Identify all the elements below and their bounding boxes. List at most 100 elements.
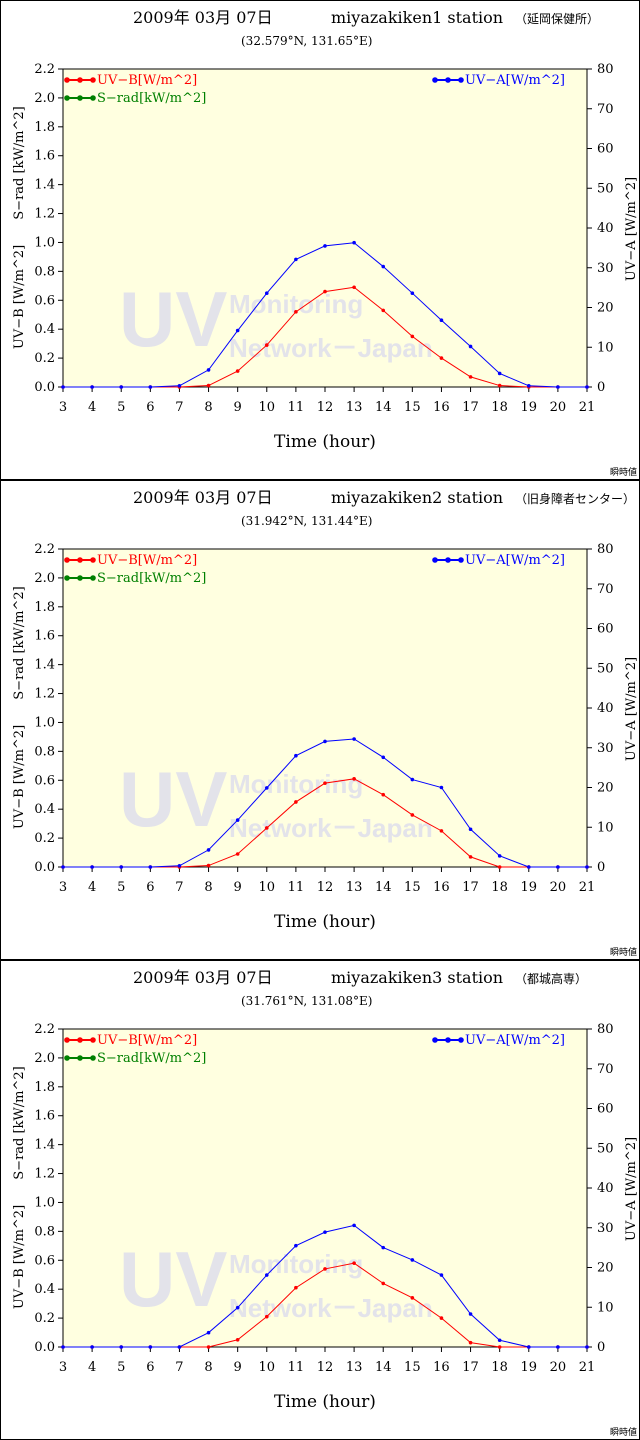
data-point-uvb [235, 1337, 240, 1342]
data-point-uvb [352, 285, 356, 290]
y-right-tick-label: 20 [597, 1261, 614, 1276]
y-left-tick-label: 0.8 [34, 1224, 55, 1239]
data-point-uva [352, 1223, 356, 1228]
data-point-uvb [294, 1285, 298, 1290]
x-axis-label: Time (hour) [274, 1392, 376, 1412]
y-left-tick-label: 1.4 [34, 658, 55, 673]
footer-label: 瞬時値 [610, 1426, 637, 1438]
y-left-tick-label: 0.4 [34, 802, 55, 817]
data-point-uvb [439, 1316, 444, 1320]
legend-label-srad: S−rad[kW/m^2] [97, 571, 206, 586]
footer-label: 瞬時値 [610, 466, 637, 478]
y-left-tick-label: 1.0 [34, 1195, 55, 1210]
y-right-tick-label: 60 [597, 1102, 614, 1117]
data-point-uva [585, 1345, 589, 1349]
y-right-tick-label: 20 [597, 301, 614, 316]
data-point-uva [585, 865, 589, 869]
y-right-tick-label: 80 [597, 542, 614, 557]
x-tick-label: 12 [317, 400, 334, 415]
y-right-tick-label: 20 [597, 781, 614, 796]
legend-label-srad: S−rad[kW/m^2] [97, 91, 206, 106]
x-tick-label: 9 [234, 880, 242, 895]
y-left-tick-label: 1.4 [34, 178, 55, 193]
y-right-tick-label: 30 [597, 741, 614, 756]
chart-svg: 2009年 03月 07日 miyazakiken3 station （都城高専） (… [12, 968, 639, 1438]
y-right-tick-label: 10 [597, 820, 614, 835]
chart-station: miyazakiken1 station [331, 8, 503, 27]
chart-coords: (31.942°N, 131.44°E) [241, 514, 372, 528]
data-point-uvb [410, 334, 415, 339]
x-axis-label: Time (hour) [274, 912, 376, 932]
data-point-uva [381, 1245, 386, 1250]
data-point-uvb [439, 829, 444, 833]
y-right-tick-label: 30 [597, 1221, 614, 1236]
x-tick-label: 11 [288, 1360, 305, 1375]
data-point-uva [294, 753, 298, 758]
data-point-uvb [264, 826, 269, 830]
data-point-uvb [410, 1296, 415, 1300]
legend-label-srad: S−rad[kW/m^2] [97, 1051, 206, 1066]
x-tick-label: 8 [204, 400, 212, 415]
chart-coords: (31.761°N, 131.08°E) [241, 994, 372, 1008]
data-point-uva [119, 1345, 124, 1349]
data-point-uva [264, 1273, 269, 1277]
legend-marker-uva [432, 77, 438, 83]
data-point-uvb [352, 1261, 356, 1265]
x-tick-label: 16 [433, 1360, 450, 1375]
y-left-axis-label-srad: S−rad [kW/m^2] [12, 106, 27, 219]
data-point-uvb [294, 800, 298, 804]
chart-date: 2009年 03月 07日 [133, 488, 273, 507]
data-point-uva [526, 1345, 531, 1349]
legend-label-uva: UV−A[W/m^2] [465, 73, 565, 88]
data-point-uvb [323, 1267, 327, 1271]
chart-date: 2009年 03月 07日 [133, 968, 273, 987]
x-tick-label: 3 [59, 880, 67, 895]
y-right-tick-label: 0 [597, 1340, 605, 1355]
data-point-uvb [468, 1340, 473, 1345]
data-point-uva [497, 854, 502, 858]
legend-marker-uva [445, 77, 451, 83]
data-point-uva [497, 371, 502, 376]
x-tick-label: 16 [433, 880, 450, 895]
data-point-uva [439, 318, 444, 323]
y-left-tick-label: 2.0 [34, 571, 55, 586]
data-point-uva [556, 865, 560, 869]
data-point-uvb [206, 863, 211, 868]
x-tick-label: 8 [204, 1360, 212, 1375]
legend-marker-srad [64, 575, 70, 581]
data-point-uva [323, 739, 327, 744]
legend-marker-srad [90, 1055, 96, 1061]
watermark-uv: UV [119, 755, 227, 843]
legend-marker-uva [445, 1037, 451, 1043]
x-tick-label: 17 [462, 1360, 479, 1375]
data-point-uva [526, 865, 531, 869]
y-left-tick-label: 0.8 [34, 264, 55, 279]
data-point-uva [61, 385, 65, 389]
data-point-uvb [381, 792, 386, 797]
data-point-uvb [381, 1281, 386, 1286]
chart-station: miyazakiken2 station [331, 488, 503, 507]
watermark-line1: Monitoring [229, 1249, 363, 1279]
data-point-uva [90, 385, 94, 389]
x-tick-label: 12 [317, 1360, 334, 1375]
y-left-tick-label: 1.0 [34, 715, 55, 730]
x-tick-label: 3 [59, 400, 67, 415]
x-tick-label: 13 [346, 400, 363, 415]
y-left-axis-label-uvb: UV−B [W/m^2] [12, 245, 27, 349]
data-point-uva [468, 344, 473, 349]
y-left-tick-label: 1.8 [34, 120, 55, 135]
x-tick-label: 7 [175, 400, 183, 415]
legend-marker-srad [64, 95, 70, 101]
data-point-uva [526, 384, 531, 388]
data-point-uva [410, 291, 415, 295]
data-point-uvb [497, 1345, 502, 1349]
chart-svg: 2009年 03月 07日 miyazakiken2 station （旧身障者セン… [12, 488, 639, 958]
plot-area [62, 548, 588, 868]
data-point-uva [177, 384, 182, 388]
watermark-line2: Network－Japan [229, 1293, 433, 1323]
y-left-tick-label: 0.0 [34, 380, 55, 395]
data-point-uvb [439, 356, 444, 360]
x-tick-label: 18 [491, 1360, 508, 1375]
y-left-tick-label: 0.6 [34, 773, 55, 788]
x-tick-label: 5 [117, 1360, 125, 1375]
